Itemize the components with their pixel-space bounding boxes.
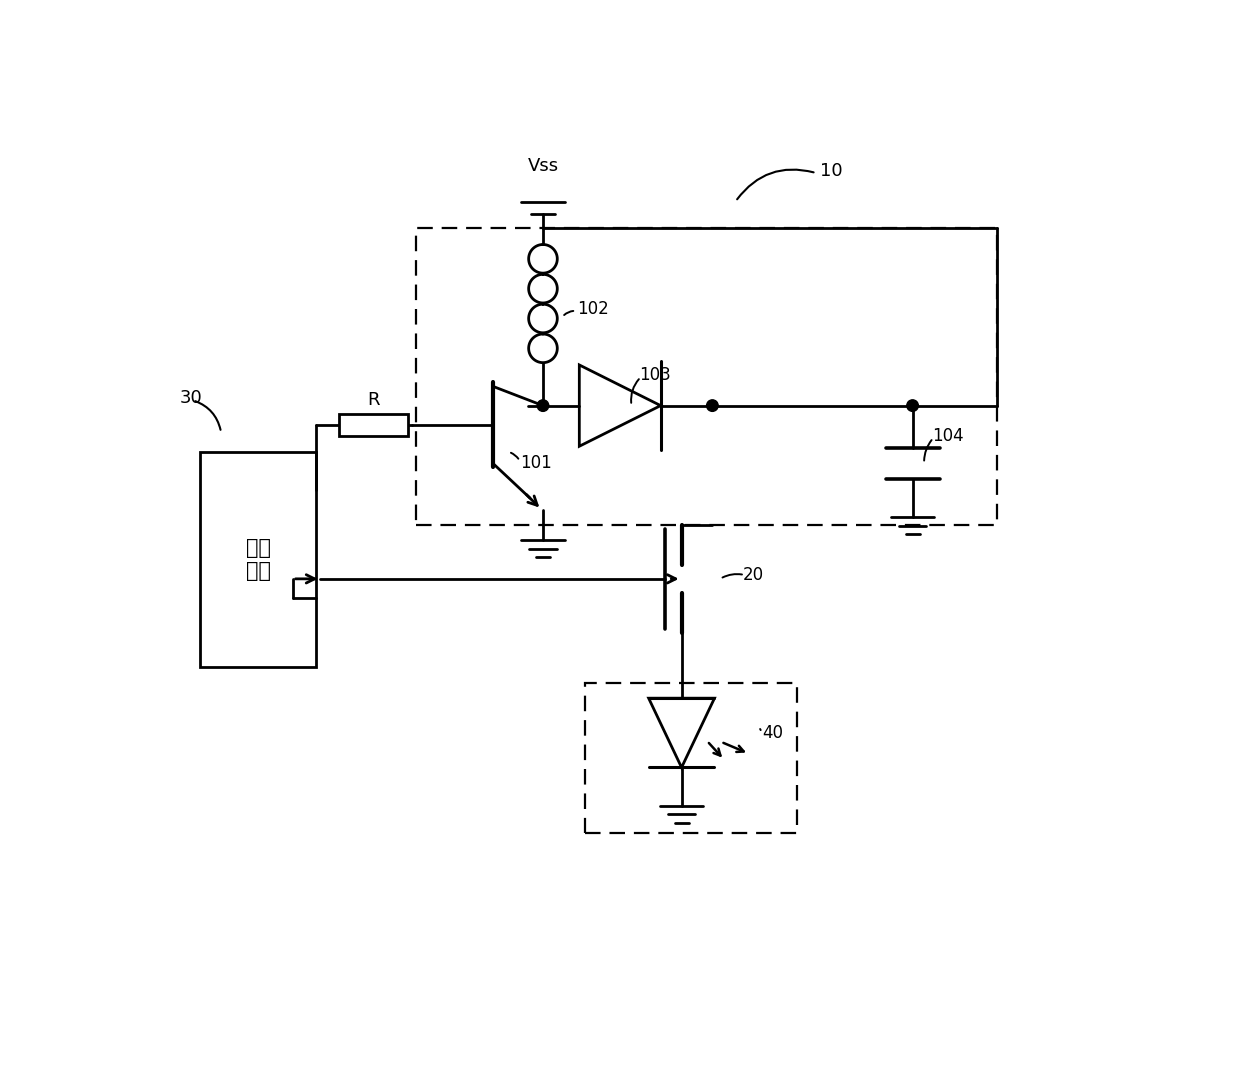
- Bar: [339, 414, 408, 435]
- Text: 103: 103: [639, 366, 672, 384]
- Text: 20: 20: [743, 566, 764, 584]
- Circle shape: [706, 400, 719, 411]
- Text: R: R: [367, 392, 380, 410]
- Text: 控制
电路: 控制 电路: [245, 538, 270, 581]
- Bar: [416, 229, 997, 525]
- Text: 102: 102: [577, 301, 610, 319]
- Text: 101: 101: [520, 455, 551, 472]
- Text: Vss: Vss: [528, 156, 559, 174]
- Bar: [585, 683, 797, 832]
- Circle shape: [907, 400, 918, 411]
- Text: 104: 104: [932, 427, 964, 445]
- Text: 10: 10: [820, 162, 843, 180]
- Circle shape: [538, 400, 549, 411]
- Bar: [201, 452, 316, 668]
- Text: 40: 40: [762, 723, 783, 742]
- Text: 30: 30: [180, 388, 202, 407]
